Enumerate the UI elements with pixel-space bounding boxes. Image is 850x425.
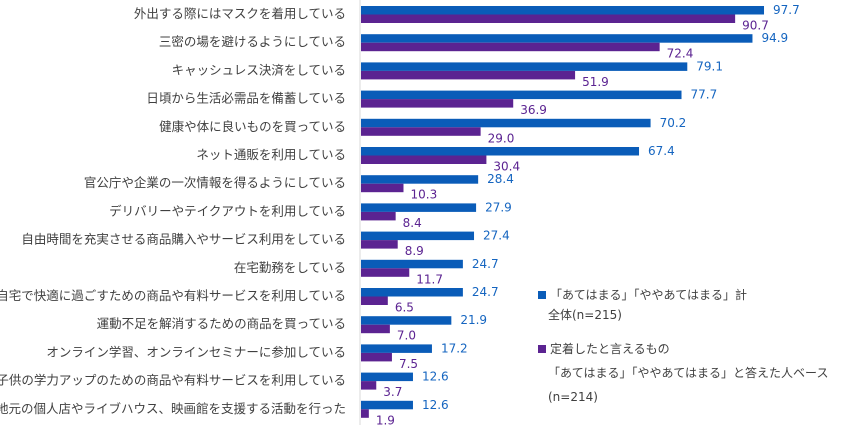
value-label-overall: 70.2 [660,116,687,130]
category-label: 三密の場を避けるようにしている [159,34,346,49]
bar-established [361,296,388,305]
bar-overall [361,231,475,241]
bar-overall [361,62,688,71]
value-label-overall: 67.4 [648,144,675,158]
value-label-established: 30.4 [493,160,520,174]
value-label-established: 36.9 [520,103,547,117]
legend: 「あてはまる」「ややあてはまる」計 全体(n=215) 定着したと言えるもの 「… [538,285,828,407]
value-label-overall: 27.4 [483,229,510,243]
value-label-established: 3.7 [383,385,402,399]
value-label-overall: 97.7 [773,3,800,17]
bar-established [361,99,514,108]
legend-sublabel: 全体(n=215) [548,308,622,322]
value-label-established: 6.5 [395,301,414,315]
bar-established [361,211,396,221]
legend-label: 定着したと言えるもの [550,342,670,356]
bar-established [361,42,660,52]
category-label: ネット通販を利用している [196,147,346,162]
bar-established [361,268,410,277]
bar-established [361,127,481,136]
category-label: 日頃から生活必需品を備蓄している [146,91,346,106]
value-label-overall: 79.1 [696,59,723,73]
bar-overall [361,203,477,212]
bar-overall [361,90,682,100]
value-label-overall: 28.4 [487,172,514,186]
value-label-established: 10.3 [410,188,437,202]
bar-overall [361,344,432,353]
bar-established [361,240,398,249]
value-label-established: 7.5 [399,357,418,371]
value-label-overall: 12.6 [422,398,449,412]
value-label-established: 1.9 [376,413,395,425]
bar-established [361,183,404,193]
legend-label: 「あてはまる」「ややあてはまる」計 [550,288,748,302]
value-label-overall: 21.9 [460,313,487,327]
category-label: 官公庁や企業の一次情報を得るようにしている [84,175,346,190]
value-label-overall: 24.7 [472,285,499,299]
value-label-overall: 77.7 [691,88,718,102]
category-label: 在宅勤務をしている [234,260,346,275]
legend-item-established: 定着したと言えるもの 「あてはまる」「ややあてはまる」と答えた人ベース (n=2… [538,339,828,407]
legend-sublabel: (n=214) [548,390,598,404]
value-label-overall: 24.7 [472,257,499,271]
category-labels: 外出する際にはマスクを着用している三密の場を避けるようにしているキャッシュレス決… [0,6,346,416]
bar-overall [361,400,413,410]
value-label-established: 8.9 [405,244,424,258]
bar-overall [361,147,640,156]
bar-overall [361,372,413,382]
category-label: 地元の個人店やライブハウス、映画館を支援する活動を行った [0,401,346,416]
legend-swatch-established [538,344,546,353]
bar-established [361,155,487,164]
category-label: キャッシュレス決済をしている [172,62,346,77]
bar-established [361,14,736,23]
value-label-overall: 12.6 [422,370,449,384]
value-label-overall: 27.9 [485,200,512,214]
legend-sublabel: 「あてはまる」「ややあてはまる」と答えた人ベース [548,366,829,380]
bar-overall [361,259,463,269]
value-labels: 97.7 90.794.9 72.479.1 51.9 77.7 36.9 70.2 29.0… [376,3,800,425]
bar-overall [361,118,651,128]
value-label-established: 11.7 [416,272,443,286]
bar-overall [361,34,753,43]
category-label: 運動不足を解消するための商品を買っている [97,316,346,331]
category-label: 健康や体に良いものを買っている [159,119,346,134]
category-label: 外出する際にはマスクを着用している [134,6,346,21]
value-label-established: 90.7 [742,19,769,33]
bar-overall [361,175,479,184]
category-label: 子供の学力アップのための商品や有料サービスを利用している [0,373,346,388]
legend-item-overall: 「あてはまる」「ややあてはまる」計 全体(n=215) [538,285,828,325]
category-label: 自由時間を充実させる商品購入やサービス利用をしている [21,232,346,247]
bar-established [361,409,369,418]
legend-swatch-overall [538,290,546,299]
category-label: オンライン学習、オンラインセミナーに参加している [46,344,346,359]
bar-overall [361,6,765,15]
value-label-established: 29.0 [488,131,515,145]
bars [361,6,765,418]
value-label-established: 8.4 [403,216,422,230]
bar-established [361,324,390,334]
value-label-established: 7.0 [397,329,416,343]
category-label: デリバリーやテイクアウトを利用している [109,203,346,218]
value-label-established: 51.9 [582,75,609,89]
bar-established [361,70,576,80]
bar-overall [361,288,463,297]
bar-established [361,381,377,390]
value-label-established: 72.4 [667,47,694,61]
value-label-overall: 17.2 [441,341,468,355]
bar-established [361,352,392,362]
category-label: 自宅で快適に過ごすための商品や有料サービスを利用している [0,288,346,303]
bar-overall [361,316,452,325]
value-label-overall: 94.9 [761,31,788,45]
